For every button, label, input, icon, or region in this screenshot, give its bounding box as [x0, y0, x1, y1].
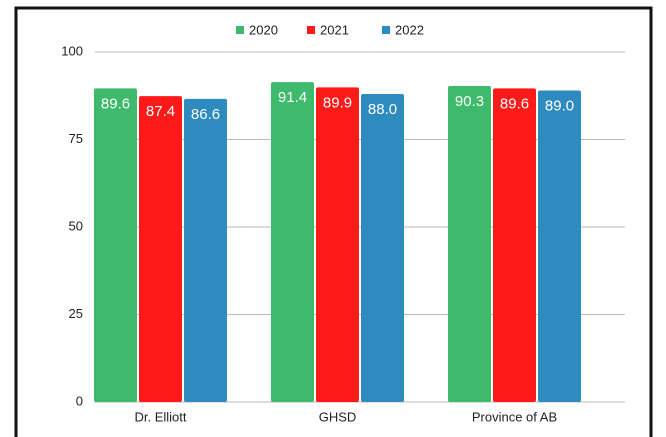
y-tick-label: 25	[69, 306, 83, 321]
bar	[316, 87, 359, 402]
y-tick-label: 50	[69, 218, 83, 233]
legend-label: 2021	[320, 22, 349, 37]
bar	[361, 94, 404, 402]
value-label: 88.0	[368, 101, 397, 118]
legend-swatch	[382, 26, 390, 34]
value-label: 90.3	[455, 93, 484, 110]
value-label: 89.6	[500, 95, 529, 112]
bar	[448, 85, 491, 402]
x-tick-label: GHSD	[319, 409, 357, 424]
legend-label: 2022	[395, 22, 424, 37]
legend-swatch	[307, 26, 315, 34]
y-tick-label: 100	[61, 43, 83, 58]
legend-swatch	[236, 26, 244, 34]
value-label: 87.4	[146, 103, 175, 120]
chart-frame	[14, 6, 653, 437]
value-label: 89.9	[323, 94, 352, 111]
bar	[493, 88, 536, 403]
bar	[94, 88, 137, 403]
value-label: 91.4	[278, 89, 307, 106]
x-tick-label: Dr. Elliott	[134, 409, 186, 424]
y-tick-label: 75	[69, 131, 83, 146]
bar	[538, 90, 581, 402]
value-label: 89.0	[545, 97, 574, 114]
legend-label: 2020	[249, 22, 278, 37]
bar	[271, 82, 314, 402]
value-label: 86.6	[191, 106, 220, 123]
bar	[184, 98, 227, 403]
x-tick-label: Province of AB	[472, 409, 557, 424]
value-label: 89.6	[101, 95, 130, 112]
bar	[139, 96, 182, 402]
y-tick-label: 0	[76, 393, 83, 408]
